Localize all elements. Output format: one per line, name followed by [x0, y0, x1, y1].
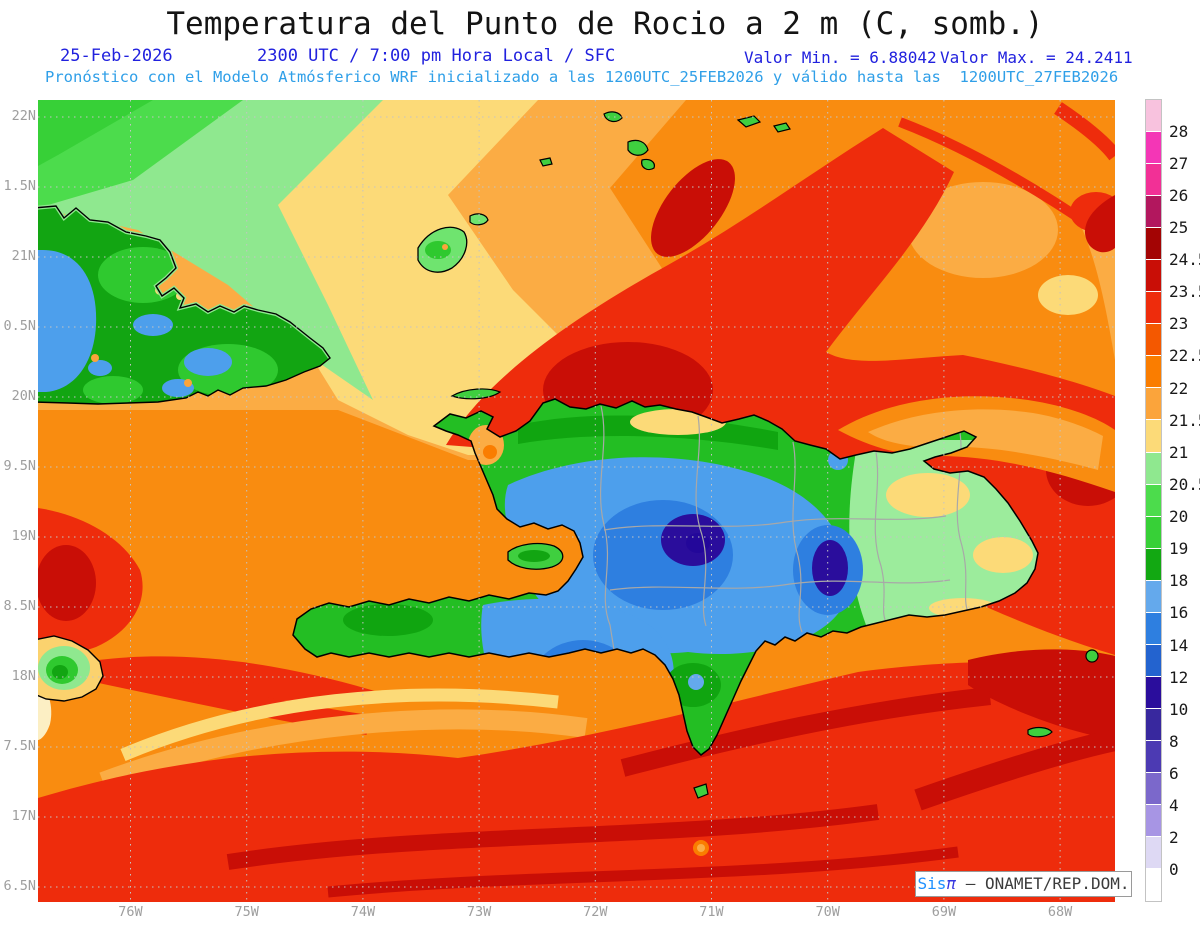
- colorbar-cell: [1146, 324, 1161, 357]
- x-axis-label: 68W: [1047, 904, 1073, 920]
- turks-islands: [603, 111, 655, 171]
- colorbar-cell: [1146, 676, 1161, 709]
- gonave-island: [507, 542, 564, 570]
- colorbar-cell: [1146, 388, 1161, 421]
- colorbar-cell: [1146, 484, 1161, 517]
- colorbar-cell: [1146, 356, 1161, 389]
- colorbar-tick-label: 23: [1169, 314, 1189, 334]
- colorbar-cell: [1146, 869, 1161, 902]
- tortue-island: [450, 388, 502, 400]
- colorbar-cell: [1146, 260, 1161, 293]
- colorbar-tick-label: 4: [1169, 796, 1179, 816]
- y-axis-label: 0.5N: [3, 318, 36, 334]
- x-axis-label: 72W: [583, 904, 608, 920]
- colorbar-cell: [1146, 548, 1161, 581]
- min-value-label: Valor Min. = 6.88042: [744, 48, 937, 67]
- little-inagua-island: [469, 213, 489, 226]
- y-axis-label: 19N: [11, 528, 36, 544]
- colorbar-tick-label: 21: [1169, 442, 1189, 462]
- colorbar-tick-label: 22: [1169, 378, 1189, 398]
- x-axis-label: 70W: [815, 904, 840, 920]
- colorbar-tick-label: 6: [1169, 764, 1179, 784]
- cuba-landmass: [38, 203, 332, 405]
- colorbar-cell: [1146, 516, 1161, 549]
- colorbar-cell: [1146, 805, 1161, 838]
- x-axis-label: 73W: [466, 904, 492, 920]
- mona-island: [1085, 649, 1099, 663]
- colorbar-cell: [1146, 740, 1161, 773]
- x-axis-label: 69W: [931, 904, 957, 920]
- beata-island: [693, 783, 709, 799]
- x-axis-label: 71W: [699, 904, 724, 920]
- colorbar-cell: [1146, 132, 1161, 165]
- inagua-island: [417, 226, 468, 273]
- forecast-map: [38, 100, 1115, 902]
- colorbar-tick-label: 10: [1169, 699, 1189, 719]
- colorbar-cell: [1146, 644, 1161, 677]
- colorbar-cell: [1146, 292, 1161, 325]
- colorbar-tick-label: 28: [1169, 121, 1189, 141]
- colorbar-tick-label: 24.5: [1169, 250, 1200, 270]
- watermark-pi-icon: π: [946, 874, 957, 893]
- colorbar-tick-label: 18: [1169, 571, 1189, 591]
- colorbar-tick-label: 22.5: [1169, 346, 1200, 366]
- colorbar-tick-label: 2: [1169, 828, 1179, 848]
- forecast-time: 2300 UTC / 7:00 pm Hora Local / SFC: [257, 46, 616, 66]
- y-axis-label: 22N: [11, 108, 36, 124]
- saona-island: [1027, 726, 1053, 738]
- colorbar-cell: [1146, 196, 1161, 229]
- watermark-org: – ONAMET/REP.DOM.: [956, 874, 1130, 893]
- colorbar: [1145, 99, 1162, 902]
- colorbar-cell: [1146, 580, 1161, 613]
- y-axis-label: 21N: [11, 248, 36, 264]
- y-axis-label: 18N: [11, 668, 36, 684]
- y-axis-label: 20N: [11, 388, 36, 404]
- colorbar-tick-label: 0: [1169, 860, 1179, 880]
- colorbar-cell: [1146, 420, 1161, 453]
- colorbar-tick-label: 20.5: [1169, 474, 1200, 494]
- colorbar-cell: [1146, 708, 1161, 741]
- y-axis-label: 1.5N: [3, 178, 36, 194]
- colorbar-cell: [1146, 228, 1161, 261]
- colorbar-cell: [1146, 837, 1161, 870]
- colorbar-tick-label: 8: [1169, 731, 1179, 751]
- page-title: Temperatura del Punto de Rocio a 2 m (C,…: [166, 6, 1044, 42]
- colorbar-cell: [1146, 772, 1161, 806]
- colorbar-tick-label: 20: [1169, 507, 1189, 527]
- forecast-date: 25-Feb-2026: [60, 46, 173, 66]
- colorbar-tick-label: 21.5: [1169, 410, 1200, 430]
- y-axis-label: 7.5N: [3, 738, 36, 754]
- colorbar-cell: [1146, 452, 1161, 485]
- x-axis-label: 74W: [350, 904, 376, 920]
- x-axis-label: 76W: [118, 904, 143, 920]
- colorbar-tick-label: 19: [1169, 539, 1189, 559]
- colorbar-tick-label: 25: [1169, 217, 1189, 237]
- colorbar-tick-label: 23.5: [1169, 282, 1200, 302]
- watermark: Sisπ – ONAMET/REP.DOM.: [915, 871, 1132, 897]
- y-axis-label: 8.5N: [3, 598, 36, 614]
- max-value-label: Valor Max. = 24.2411: [940, 48, 1133, 67]
- colorbar-tick-label: 12: [1169, 667, 1189, 687]
- bahama-cays: [539, 115, 791, 167]
- watermark-brand: Sis: [917, 874, 947, 893]
- colorbar-tick-label: 14: [1169, 635, 1189, 655]
- x-axis-label: 75W: [234, 904, 259, 920]
- y-axis-label: 17N: [11, 808, 36, 824]
- jamaica-landmass: [38, 635, 104, 702]
- y-axis-label: 9.5N: [3, 458, 36, 474]
- colorbar-cell: [1146, 164, 1161, 197]
- colorbar-cell: [1146, 612, 1161, 645]
- model-info-line: Pronóstico con el Modelo Atmósferico WRF…: [45, 68, 1119, 86]
- y-axis-label: 6.5N: [3, 878, 36, 894]
- colorbar-cell: [1146, 100, 1161, 133]
- colorbar-tick-label: 16: [1169, 603, 1189, 623]
- colorbar-tick-label: 27: [1169, 153, 1189, 173]
- colorbar-tick-label: 26: [1169, 185, 1189, 205]
